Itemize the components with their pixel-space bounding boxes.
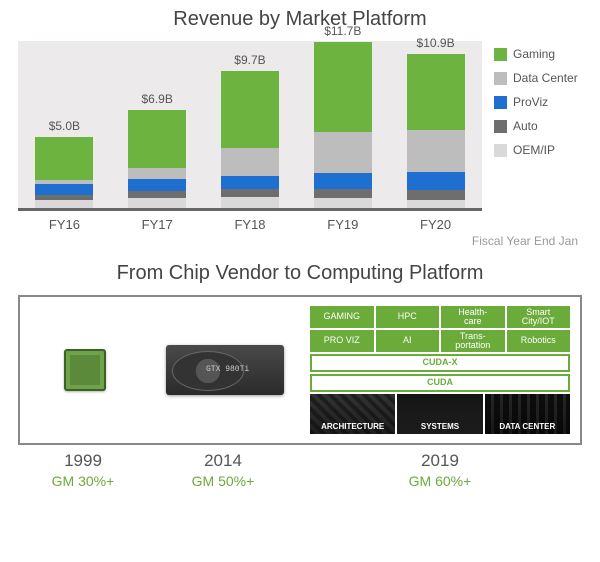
app-cell: PRO VIZ [310,330,374,352]
chart-legend: Gaming Data Center ProViz Auto OEM/IP [482,41,582,211]
app-cell: Trans-portation [441,330,505,352]
top-title: Revenue by Market Platform [0,8,600,31]
bar-top-label: $10.9B [417,36,455,50]
era-label: 1999 GM 30%+ [18,451,148,489]
chart-plot: $5.0B$6.9B$9.7B$11.7B$10.9B [18,41,482,211]
bottom-title: From Chip Vendor to Computing Platform [0,262,600,285]
legend-swatch [494,144,507,157]
infra-thumb: SYSTEMS [397,394,482,434]
bar-top-label: $6.9B [142,92,173,106]
seg-oemip [128,198,186,208]
seg-datacenter [314,132,372,174]
legend-label: Auto [513,119,538,133]
seg-oemip [407,200,465,209]
seg-datacenter [221,148,279,175]
revenue-chart: $5.0B$6.9B$9.7B$11.7B$10.9B GamingData C… [18,41,582,211]
seg-proviz [128,179,186,191]
bar-FY16: $5.0B [35,119,93,208]
era-year: 1999 [18,451,148,471]
seg-datacenter [128,168,186,180]
xlabel: FY16 [49,217,80,232]
infra-thumb: ARCHITECTURE [310,394,395,434]
seg-auto [221,189,279,197]
legend-item: Data Center [494,71,582,85]
era-label: 2019 GM 60%+ [298,451,582,489]
legend-label: ProViz [513,95,548,109]
xlabel: FY17 [142,217,173,232]
chart-footnote: Fiscal Year End Jan [0,234,578,248]
seg-auto [128,191,186,198]
seg-proviz [407,172,465,189]
app-cell: AI [376,330,440,352]
timeline-box: GTX 980Ti GAMINGHPCHealth-careSmartCity/… [18,295,582,445]
middleware-row: CUDA-X [310,354,570,372]
era-2014: GTX 980Ti [150,297,300,443]
legend-swatch [494,120,507,133]
xlabel: FY18 [234,217,265,232]
era-gm: GM 50%+ [148,473,298,489]
seg-gaming [407,54,465,131]
app-grid: GAMINGHPCHealth-careSmartCity/IOT PRO VIZ… [310,306,570,352]
app-cell: GAMING [310,306,374,328]
gpu-card-icon: GTX 980Ti [166,345,284,395]
era-label: 2014 GM 50%+ [148,451,298,489]
seg-gaming [221,71,279,149]
bar-FY20: $10.9B [407,36,465,208]
era-2019: GAMINGHPCHealth-careSmartCity/IOT PRO VIZ… [300,297,580,443]
bar-FY18: $9.7B [221,53,279,208]
x-axis-labels: FY16 FY17 FY18 FY19 FY20 [18,217,482,232]
app-cell: SmartCity/IOT [507,306,571,328]
middleware-rows: CUDA-X CUDA [310,354,570,392]
seg-gaming [35,137,93,179]
xlabel: FY20 [420,217,451,232]
legend-swatch [494,72,507,85]
seg-oemip [35,200,93,209]
seg-gaming [314,42,372,131]
bar-FY19: $11.7B [314,24,372,208]
legend-swatch [494,48,507,61]
legend-item: OEM/IP [494,143,582,157]
xlabel: FY19 [327,217,358,232]
infra-thumbs: ARCHITECTURESYSTEMSDATA CENTER [310,394,570,434]
seg-gaming [128,110,186,167]
app-cell: HPC [376,306,440,328]
era-year: 2014 [148,451,298,471]
seg-datacenter [407,130,465,172]
legend-item: Auto [494,119,582,133]
era-labels: 1999 GM 30%+2014 GM 50%+2019 GM 60%+ [18,451,582,489]
bar-top-label: $11.7B [324,24,361,38]
seg-proviz [221,176,279,189]
era-gm: GM 60%+ [298,473,582,489]
app-cell: Robotics [507,330,571,352]
seg-auto [314,189,372,198]
platform-stack: GAMINGHPCHealth-careSmartCity/IOT PRO VIZ… [310,306,570,434]
bars-container: $5.0B$6.9B$9.7B$11.7B$10.9B [18,41,482,208]
gpu-card-label: GTX 980Ti [206,365,249,374]
bar-top-label: $5.0B [49,119,80,133]
era-gm: GM 30%+ [18,473,148,489]
legend-item: ProViz [494,95,582,109]
legend-swatch [494,96,507,109]
legend-item: Gaming [494,47,582,61]
chip-icon [64,349,106,391]
bar-FY17: $6.9B [128,92,186,208]
infra-thumb: DATA CENTER [485,394,570,434]
app-cell: Health-care [441,306,505,328]
bar-top-label: $9.7B [234,53,265,67]
seg-oemip [314,198,372,208]
seg-proviz [314,173,372,189]
seg-oemip [221,197,279,208]
era-year: 2019 [298,451,582,471]
seg-auto [407,190,465,200]
middleware-row: CUDA [310,374,570,392]
legend-label: OEM/IP [513,143,555,157]
seg-proviz [35,184,93,195]
legend-label: Data Center [513,71,578,85]
legend-label: Gaming [513,47,555,61]
era-1999 [20,297,150,443]
